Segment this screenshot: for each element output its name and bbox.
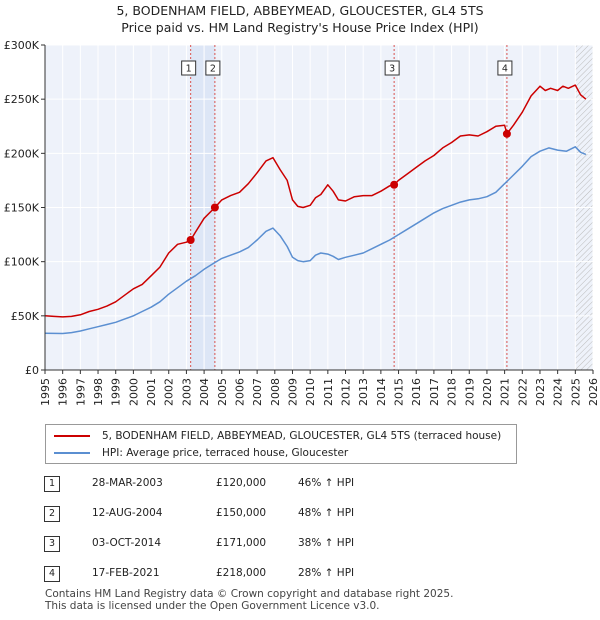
sale-date: 17-FEB-2021 [92,567,160,579]
x-tick-label: 2024 [552,378,565,406]
x-tick-label: 2005 [216,378,229,406]
sale-point [502,129,511,138]
x-tick-label: 2008 [269,378,282,406]
sale-number: 2 [44,506,60,522]
legend-label-property: 5, BODENHAM FIELD, ABBEYMEAD, GLOUCESTER… [102,430,502,442]
x-tick-label: 2012 [340,378,353,406]
x-tick-label: 2026 [587,378,600,406]
x-tick-label: 1999 [110,378,123,406]
x-tick-label: 2004 [198,378,211,406]
sale-number: 3 [44,536,60,552]
sale-price: £171,000 [216,537,267,549]
sale-label: 1 [186,64,192,75]
x-tick-label: 2011 [322,378,335,406]
sale-label: 4 [502,64,508,75]
x-tick-label: 2003 [180,378,193,406]
sale-hpi-change: 46% ↑ HPI [298,477,355,489]
sale-label-box [384,60,400,76]
legend-item-property: 5, BODENHAM FIELD, ABBEYMEAD, GLOUCESTER… [54,429,501,443]
x-tick-label: 2002 [163,378,176,406]
x-tick-label: 2022 [516,378,529,406]
x-tick-label: 2021 [499,378,512,406]
legend-label-hpi: HPI: Average price, terraced house, Glou… [102,447,349,459]
sale-label-box [205,60,221,76]
x-tick-label: 2018 [446,378,459,406]
sale-hpi-change: 48% ↑ HPI [298,507,355,519]
sale-row: 4 17-FEB-2021 £218,000 28% ↑ HPI [44,561,404,591]
y-tick-label: £50K [11,310,40,323]
x-tick-label: 2007 [251,378,264,406]
x-tick-label: 2019 [463,378,476,406]
y-tick-label: £0 [25,364,39,377]
sale-row: 3 03-OCT-2014 £171,000 38% ↑ HPI [44,531,404,561]
x-tick-label: 2014 [375,378,388,406]
sale-price: £150,000 [216,507,267,519]
chart-title: 5, BODENHAM FIELD, ABBEYMEAD, GLOUCESTER… [116,3,484,18]
sale-number: 4 [44,566,60,582]
x-tick-label: 2009 [286,378,299,406]
x-tick-label: 2023 [534,378,547,406]
x-tick-label: 2020 [481,378,494,406]
y-tick-label: £300K [4,39,40,52]
y-tick-label: £100K [4,256,40,269]
sale-point [390,180,399,189]
chart-subtitle: Price paid vs. HM Land Registry's House … [121,20,479,35]
y-tick-label: £150K [4,202,40,215]
x-tick-label: 2017 [428,378,441,406]
x-tick-label: 2006 [233,378,246,406]
x-tick-label: 1996 [57,378,70,406]
y-tick-label: £250K [4,93,40,106]
price-chart: 1 2 3 4 £0 £50K £100K £150K £200K £250K £300K 1995… [4,39,600,406]
sale-label-box [181,60,197,76]
footer-line-1: Contains HM Land Registry data © Crown c… [45,588,454,600]
sales-table: 1 28-MAR-2003 £120,000 46% ↑ HPI 2 12-AU… [44,471,404,591]
sale-price: £218,000 [216,567,267,579]
sale-date: 28-MAR-2003 [92,477,163,489]
footer-attribution: Contains HM Land Registry data © Crown c… [45,588,453,612]
y-tick-label: £200K [4,147,40,160]
sale-hpi-change: 28% ↑ HPI [298,567,355,579]
x-tick-label: 2016 [410,378,423,406]
sale-label: 3 [389,64,395,75]
x-tick-label: 1997 [74,378,87,406]
legend-item-hpi: HPI: Average price, terraced house, Glou… [54,446,348,460]
legend-swatch-property [54,435,90,437]
sale-hpi-change: 38% ↑ HPI [298,537,355,549]
sale-row: 1 28-MAR-2003 £120,000 46% ↑ HPI [44,471,404,501]
x-tick-label: 1995 [39,378,52,406]
legend-swatch-hpi [54,452,90,454]
x-tick-label: 1998 [92,378,105,406]
sale-point [186,236,195,244]
x-tick-label: 2015 [393,378,406,406]
sale-price: £120,000 [216,477,267,489]
x-tick-label: 2013 [357,378,370,406]
sale-date: 12-AUG-2004 [92,507,163,519]
x-tick-label: 2025 [569,378,582,406]
x-tick-label: 2000 [127,378,140,406]
x-tick-label: 2010 [304,378,317,406]
sale-date: 03-OCT-2014 [92,537,161,549]
x-tick-label: 2001 [145,378,158,406]
sale-point [210,203,219,212]
sale-label-box [497,60,513,76]
sale-label: 2 [210,64,216,75]
sale-number: 1 [44,476,60,492]
legend: 5, BODENHAM FIELD, ABBEYMEAD, GLOUCESTER… [45,424,517,464]
sale-row: 2 12-AUG-2004 £150,000 48% ↑ HPI [44,501,404,531]
footer-line-2: This data is licensed under the Open Gov… [45,600,380,612]
series-line [44,146,587,335]
